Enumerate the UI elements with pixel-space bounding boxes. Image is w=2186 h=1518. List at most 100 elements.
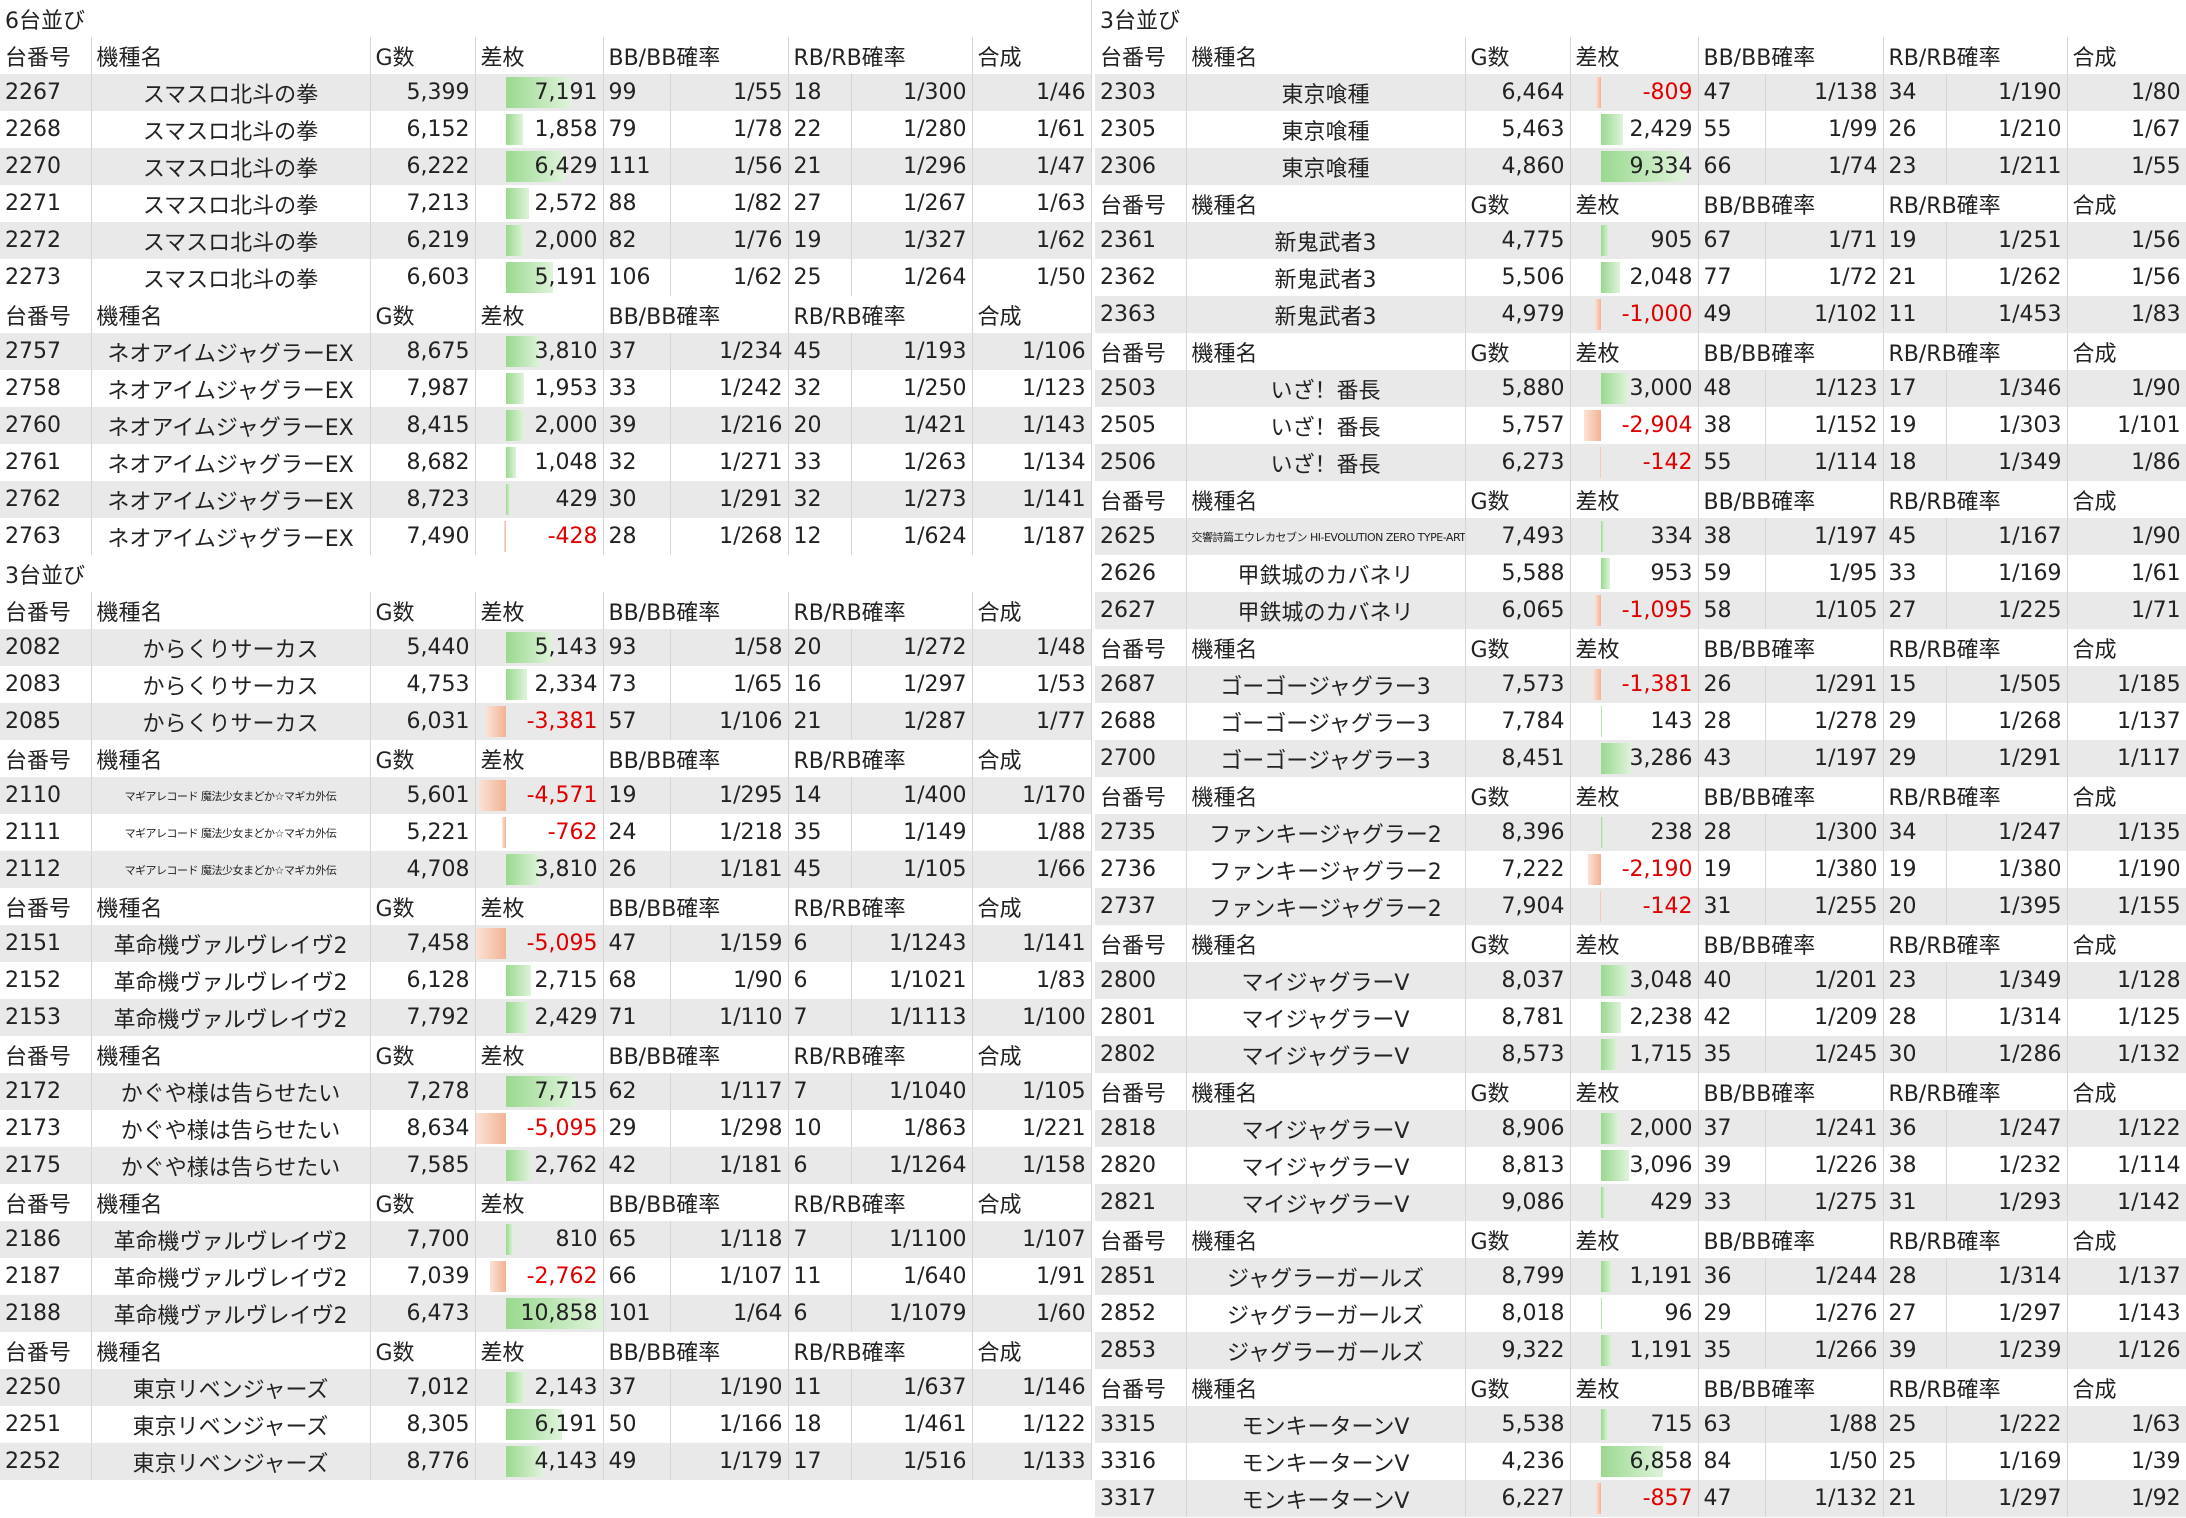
diff-value: 5,191	[534, 265, 598, 290]
rb-count: 34	[1883, 814, 1947, 851]
column-header: 台番号	[1095, 1369, 1187, 1406]
rb-rate: 1/273	[851, 481, 973, 518]
column-header: 台番号	[1095, 629, 1187, 666]
bb-rate: 1/138	[1765, 74, 1884, 111]
rb-rate: 1/624	[851, 518, 973, 555]
game-count: 9,086	[1465, 1184, 1571, 1221]
column-header: G数	[370, 296, 476, 333]
game-count: 5,463	[1465, 111, 1571, 148]
rb-count: 21	[1883, 1480, 1947, 1517]
bb-count: 47	[603, 925, 671, 962]
rb-rate: 1/314	[1946, 999, 2068, 1036]
rb-count: 18	[1883, 444, 1947, 481]
machine-name: ネオアイムジャグラーEX	[91, 518, 371, 555]
bb-rate: 1/181	[670, 1147, 789, 1184]
column-header: RB/RB確率	[788, 888, 973, 925]
diff-bar	[1601, 1261, 1612, 1292]
diff-value: 96	[1664, 1301, 1693, 1326]
bb-count: 39	[603, 407, 671, 444]
rb-rate: 1/232	[1946, 1147, 2068, 1184]
rb-count: 20	[1883, 888, 1947, 925]
combined-rate: 1/66	[972, 851, 1092, 888]
rb-count: 35	[788, 814, 852, 851]
rb-count: 45	[788, 851, 852, 888]
rb-rate: 1/268	[1946, 703, 2068, 740]
diff-value: 2,000	[534, 413, 598, 438]
rb-rate: 1/1100	[851, 1221, 973, 1258]
diff-value: 6,858	[1629, 1449, 1693, 1474]
data-row: 2361 新鬼武者3 4,775 905 67 1/71 19 1/251 1/56	[1095, 222, 2186, 259]
diff-bar	[1601, 262, 1620, 293]
bb-count: 26	[1698, 666, 1766, 703]
cell: -2,904	[1570, 407, 1699, 444]
section-title-row: 3台並び	[0, 555, 1092, 592]
machine-name: スマスロ北斗の拳	[91, 74, 371, 111]
combined-rate: 1/142	[2067, 1184, 2186, 1221]
bb-count: 29	[603, 1110, 671, 1147]
machine-name: モンキーターンV	[1186, 1406, 1466, 1443]
column-header: 合成	[972, 1332, 1092, 1369]
header-row: 台番号 機種名 G数 差枚 BB/BB確率 RB/RB確率 合成	[1095, 333, 2186, 370]
machine-name: 東京リベンジャーズ	[91, 1443, 371, 1480]
column-header: BB/BB確率	[603, 1036, 789, 1073]
rb-count: 22	[788, 111, 852, 148]
machine-name: マイジャグラーV	[1186, 962, 1466, 999]
column-header: 差枚	[1570, 925, 1699, 962]
column-header: G数	[1465, 1369, 1571, 1406]
machine-number: 2503	[1095, 370, 1187, 407]
data-row: 2506 いざ！番長 6,273 -142 55 1/114 18 1/349 1/86	[1095, 444, 2186, 481]
machine-name: 東京喰種	[1186, 111, 1466, 148]
rb-rate: 1/280	[851, 111, 973, 148]
bb-count: 24	[603, 814, 671, 851]
diff-bar	[1595, 299, 1602, 330]
game-count: 8,305	[370, 1406, 476, 1443]
combined-rate: 1/61	[972, 111, 1092, 148]
data-row: 2363 新鬼武者3 4,979 -1,000 49 1/102 11 1/453 1/83	[1095, 296, 2186, 333]
column-header: BB/BB確率	[1698, 37, 1884, 74]
column-header: 機種名	[1186, 777, 1466, 814]
column-header: 機種名	[91, 1332, 371, 1369]
combined-rate: 1/114	[2067, 1147, 2186, 1184]
bb-rate: 1/152	[1765, 407, 1884, 444]
combined-rate: 1/53	[972, 666, 1092, 703]
diff-bar	[506, 965, 531, 996]
data-row: 2626 甲鉄城のカバネリ 5,588 953 59 1/95 33 1/169 1/61	[1095, 555, 2186, 592]
rb-rate: 1/327	[851, 222, 973, 259]
cell: 3,286	[1570, 740, 1699, 777]
bb-rate: 1/209	[1765, 999, 1884, 1036]
data-row: 2188 革命機ヴァルヴレイヴ2 6,473 10,858 101 1/64 6 1/1079…	[0, 1295, 1092, 1332]
cell: 3,000	[1570, 370, 1699, 407]
rb-rate: 1/190	[1946, 74, 2068, 111]
diff-bar	[1601, 1002, 1622, 1033]
combined-rate: 1/141	[972, 925, 1092, 962]
data-row: 2737 ファンキージャグラー2 7,904 -142 31 1/255 20 1/395 1/…	[1095, 888, 2186, 925]
machine-name: いざ！番長	[1186, 407, 1466, 444]
machine-number: 2757	[0, 333, 92, 370]
column-header: 台番号	[0, 37, 92, 74]
bb-rate: 1/106	[670, 703, 789, 740]
column-header: BB/BB確率	[603, 1184, 789, 1221]
game-count: 7,278	[370, 1073, 476, 1110]
bb-count: 38	[1698, 407, 1766, 444]
diff-bar	[1601, 151, 1685, 182]
rb-rate: 1/149	[851, 814, 973, 851]
machine-number: 2270	[0, 148, 92, 185]
bb-count: 111	[603, 148, 671, 185]
column-header: 合成	[972, 37, 1092, 74]
column-header: 差枚	[1570, 37, 1699, 74]
diff-bar	[1601, 1150, 1629, 1181]
combined-rate: 1/170	[972, 777, 1092, 814]
machine-number: 2818	[1095, 1110, 1187, 1147]
column-header: 機種名	[91, 296, 371, 333]
game-count: 8,018	[1465, 1295, 1571, 1332]
diff-value: -809	[1642, 80, 1693, 105]
rb-count: 19	[1883, 222, 1947, 259]
bb-rate: 1/276	[1765, 1295, 1884, 1332]
combined-rate: 1/56	[2067, 222, 2186, 259]
bb-count: 35	[1698, 1332, 1766, 1369]
rb-rate: 1/303	[1946, 407, 2068, 444]
cell: 2,000	[475, 407, 604, 444]
data-row: 2736 ファンキージャグラー2 7,222 -2,190 19 1/380 19 1/380…	[1095, 851, 2186, 888]
cell: 905	[1570, 222, 1699, 259]
machine-number: 2186	[0, 1221, 92, 1258]
